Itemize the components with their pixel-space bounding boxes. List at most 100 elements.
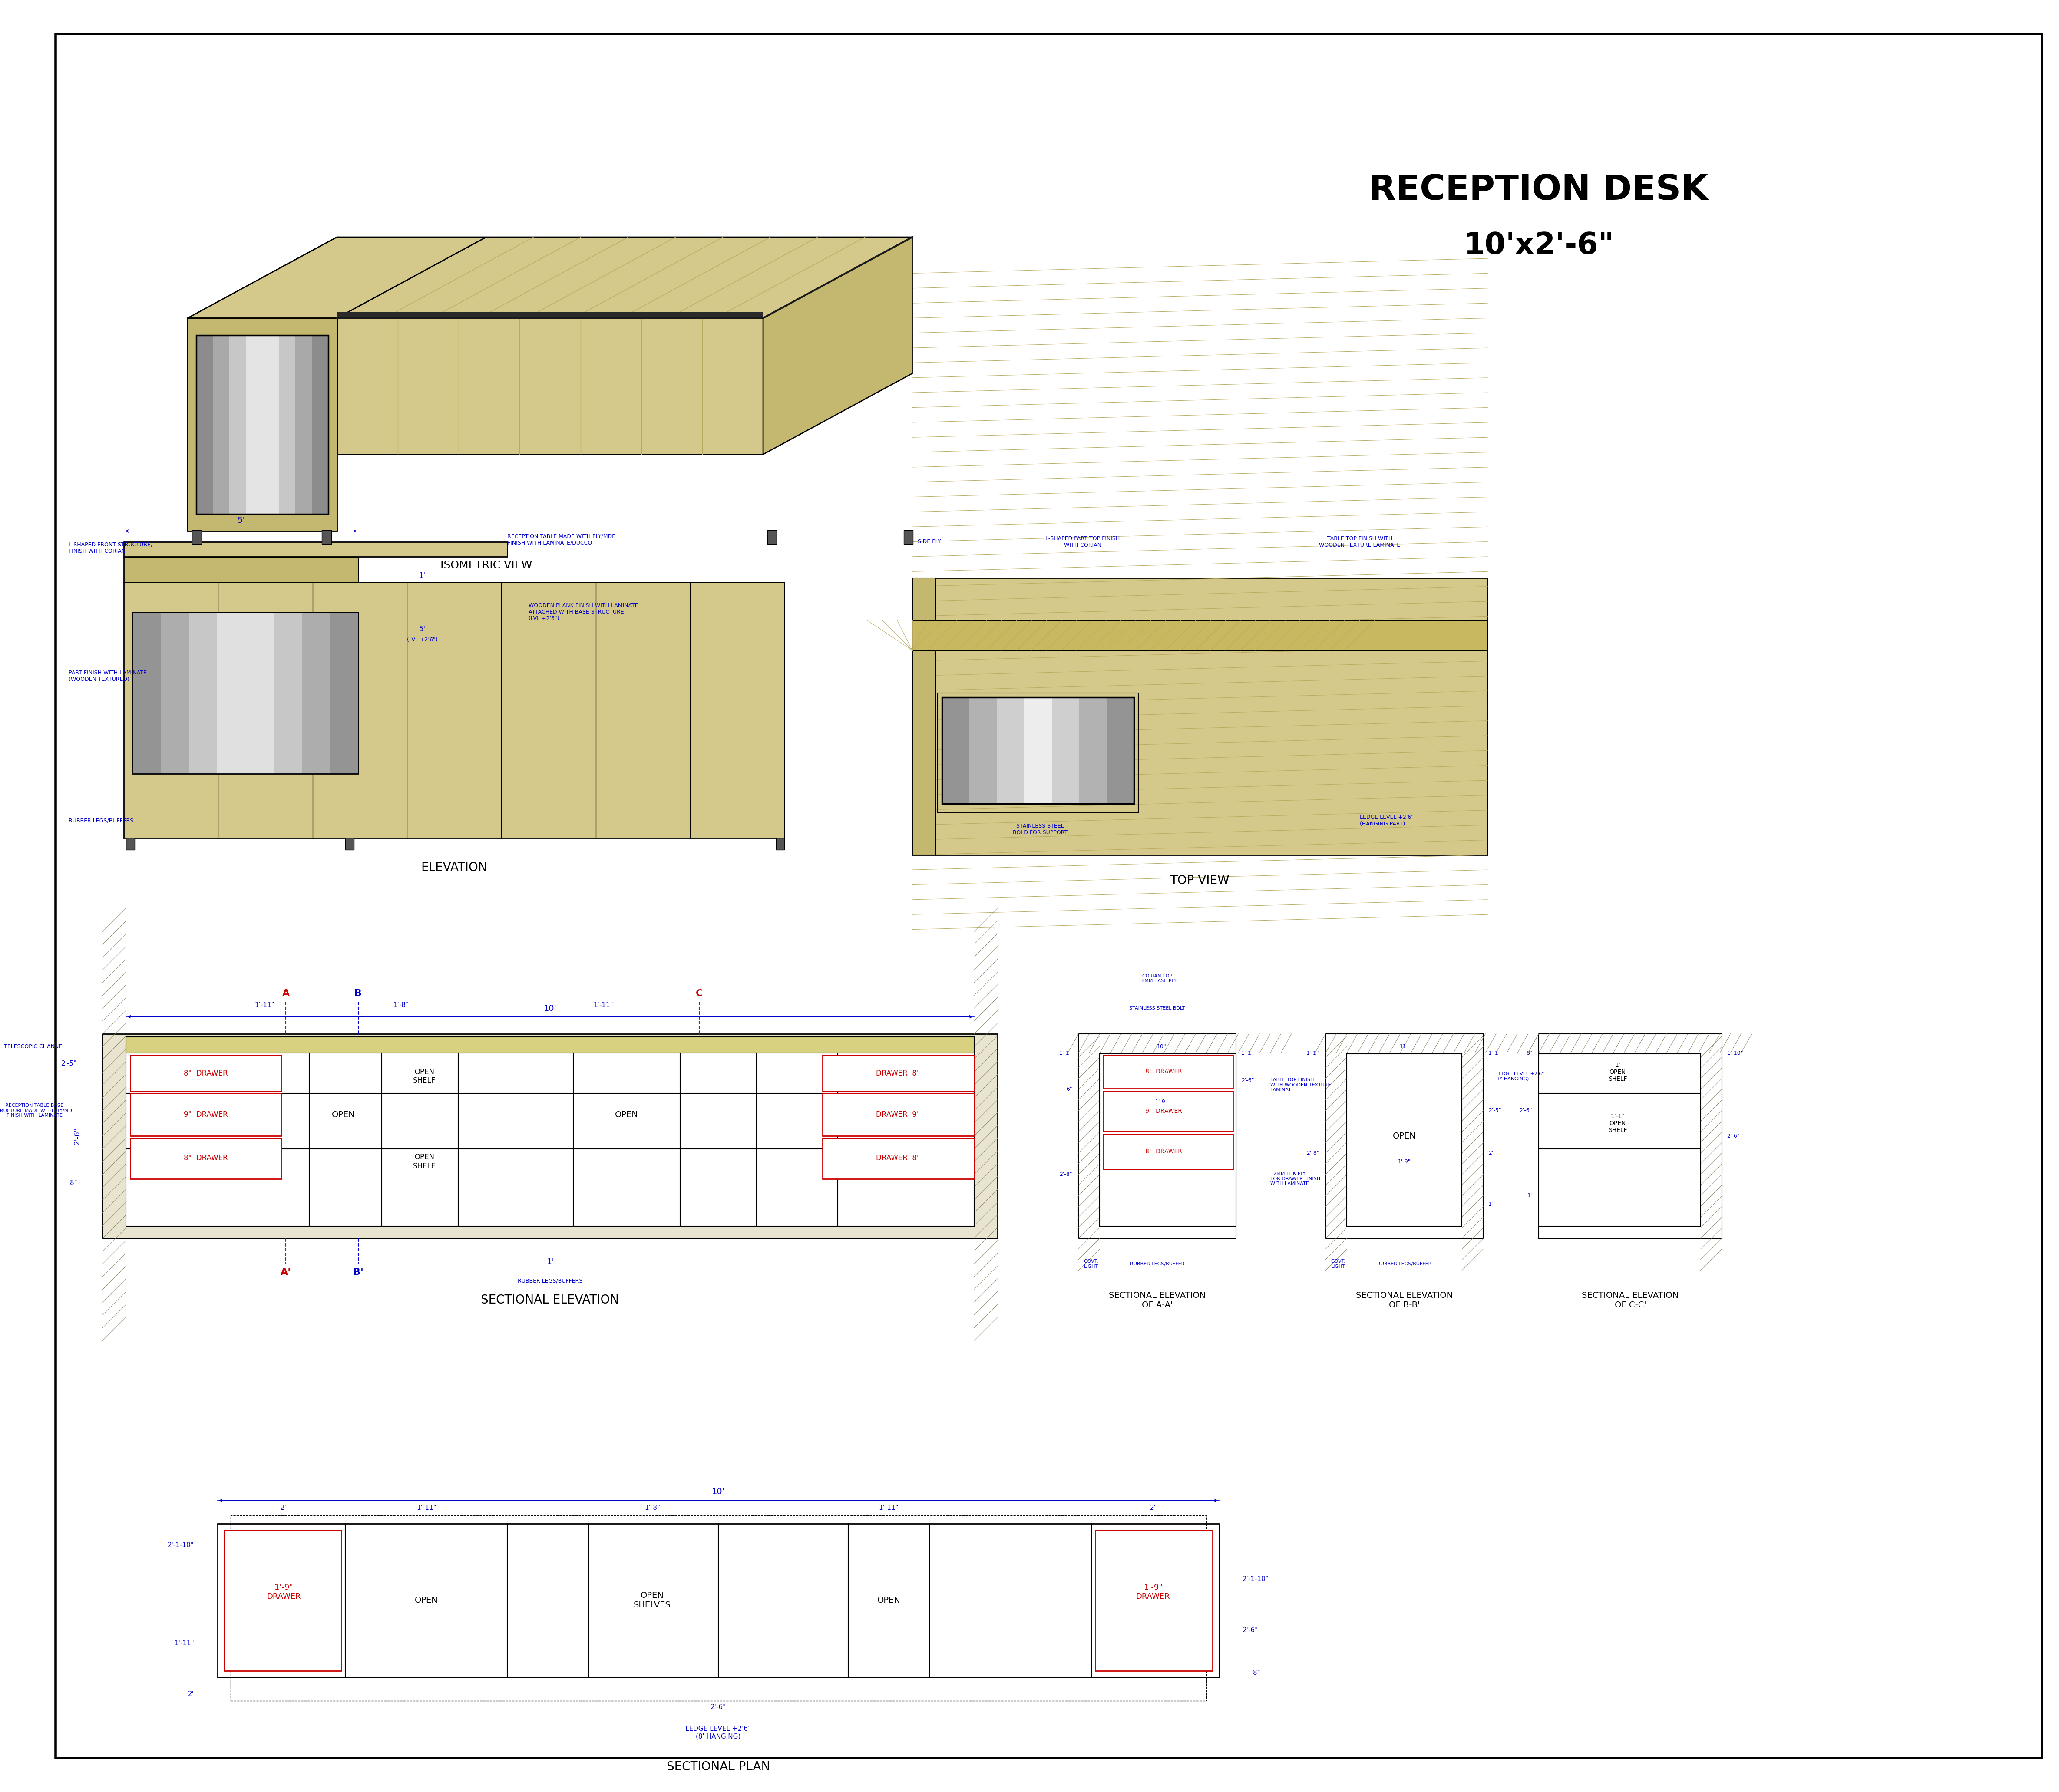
Text: 1'-1"
OPEN
SHELF: 1'-1" OPEN SHELF xyxy=(1608,1113,1627,1133)
Text: 1'
OPEN
SHELF: 1' OPEN SHELF xyxy=(1608,1063,1627,1082)
Bar xyxy=(132,613,161,774)
Text: 2'-6": 2'-6" xyxy=(72,1127,80,1145)
Bar xyxy=(191,530,202,543)
Text: ISOMETRIC VIEW: ISOMETRIC VIEW xyxy=(441,559,531,570)
Bar xyxy=(997,697,1023,805)
Polygon shape xyxy=(338,237,912,317)
Text: 10': 10' xyxy=(544,1004,556,1012)
Bar xyxy=(1079,697,1106,805)
Text: L-SHAPED FRONT STRUCTURE,
FINISH WITH CORIAN: L-SHAPED FRONT STRUCTURE, FINISH WITH CO… xyxy=(68,541,152,554)
Text: 8": 8" xyxy=(70,1179,76,1186)
Bar xyxy=(1538,1034,1721,1238)
Bar xyxy=(1347,1054,1462,1226)
Text: 1'-1": 1'-1" xyxy=(1242,1050,1254,1055)
Bar xyxy=(196,335,329,514)
Text: 2': 2' xyxy=(187,1692,194,1697)
Text: 2'-6": 2'-6" xyxy=(1242,1627,1258,1634)
Text: OPEN: OPEN xyxy=(877,1597,900,1604)
Text: 2': 2' xyxy=(280,1503,286,1511)
Bar xyxy=(1100,1054,1235,1226)
Bar xyxy=(824,1055,974,1091)
Text: 1'-1": 1'-1" xyxy=(1305,1050,1320,1055)
Text: SECTIONAL ELEVATION: SECTIONAL ELEVATION xyxy=(482,1294,620,1306)
Bar xyxy=(1023,697,1052,805)
Bar xyxy=(1079,1034,1235,1238)
Text: A: A xyxy=(282,989,290,998)
Text: TABLE TOP FINISH
WITH WOODEN TEXTURE
LAMINATE: TABLE TOP FINISH WITH WOODEN TEXTURE LAM… xyxy=(1270,1077,1330,1091)
Polygon shape xyxy=(338,312,764,317)
Bar xyxy=(126,1038,974,1054)
Text: 1'-9": 1'-9" xyxy=(1155,1098,1167,1106)
Text: 1': 1' xyxy=(548,1258,554,1265)
Text: SIDE PLY: SIDE PLY xyxy=(918,539,941,545)
Text: OPEN
SHELF: OPEN SHELF xyxy=(414,1154,437,1170)
Bar xyxy=(216,613,245,774)
Bar xyxy=(1104,1091,1233,1131)
Bar xyxy=(189,613,216,774)
Bar xyxy=(321,530,331,543)
Text: 2'-8": 2'-8" xyxy=(1305,1150,1320,1156)
Text: LEDGE LEVEL +2'6"
(P' HANGING): LEDGE LEVEL +2'6" (P' HANGING) xyxy=(1497,1072,1544,1081)
Text: 2'-6": 2'-6" xyxy=(1242,1077,1254,1084)
Bar xyxy=(329,613,358,774)
Text: RUBBER LEGS/BUFFER: RUBBER LEGS/BUFFER xyxy=(1130,1262,1184,1267)
Text: OPEN: OPEN xyxy=(414,1597,439,1604)
Text: LEDGE LEVEL +2'6"
(HANGING PART): LEDGE LEVEL +2'6" (HANGING PART) xyxy=(1359,815,1415,826)
Text: 2'-8": 2'-8" xyxy=(1058,1172,1073,1177)
Text: RUBBER LEGS/BUFFERS: RUBBER LEGS/BUFFERS xyxy=(68,817,134,824)
Text: RUBBER LEGS/BUFFERS: RUBBER LEGS/BUFFERS xyxy=(517,1278,583,1283)
Text: 1': 1' xyxy=(418,572,426,581)
Text: GOVT.
LIGHT: GOVT. LIGHT xyxy=(1083,1260,1100,1269)
Bar xyxy=(130,1055,282,1091)
Text: 6": 6" xyxy=(1067,1086,1073,1091)
Bar xyxy=(303,613,329,774)
Bar xyxy=(346,839,354,849)
Bar xyxy=(132,613,358,774)
Bar xyxy=(776,839,784,849)
Polygon shape xyxy=(187,317,338,530)
Polygon shape xyxy=(278,335,294,514)
Text: L-SHAPED PART TOP FINISH
WITH CORIAN: L-SHAPED PART TOP FINISH WITH CORIAN xyxy=(1046,536,1120,548)
Text: STAINLESS STEEL
BOLD FOR SUPPORT: STAINLESS STEEL BOLD FOR SUPPORT xyxy=(1013,823,1067,835)
Text: 5': 5' xyxy=(418,625,426,633)
Text: 2'-1-10": 2'-1-10" xyxy=(1242,1575,1268,1582)
Polygon shape xyxy=(245,335,261,514)
Text: SECTIONAL ELEVATION
OF A-A': SECTIONAL ELEVATION OF A-A' xyxy=(1110,1292,1207,1308)
Text: OPEN
SHELF: OPEN SHELF xyxy=(414,1068,437,1084)
Bar xyxy=(218,1523,1219,1677)
Text: 5': 5' xyxy=(237,516,245,525)
Text: RUBBER LEGS/BUFFER: RUBBER LEGS/BUFFER xyxy=(1377,1262,1431,1267)
Text: 2'-5": 2'-5" xyxy=(62,1061,76,1066)
Text: ELEVATION: ELEVATION xyxy=(420,862,488,874)
Text: 1'-11": 1'-11" xyxy=(593,1002,614,1009)
Bar xyxy=(824,1138,974,1179)
Text: 1': 1' xyxy=(1489,1201,1493,1208)
Text: 8": 8" xyxy=(1254,1670,1260,1676)
Text: 1'-10": 1'-10" xyxy=(1728,1050,1744,1055)
Text: TOP VIEW: TOP VIEW xyxy=(1170,874,1229,887)
Bar xyxy=(912,579,935,855)
Text: 8"  DRAWER: 8" DRAWER xyxy=(183,1154,229,1163)
Bar xyxy=(124,582,784,839)
Text: 2': 2' xyxy=(1151,1503,1155,1511)
Bar xyxy=(161,613,189,774)
Text: 2'-6": 2'-6" xyxy=(1728,1133,1740,1140)
Text: 1'-11": 1'-11" xyxy=(416,1503,437,1511)
Bar xyxy=(224,1530,342,1670)
Polygon shape xyxy=(187,237,338,530)
Text: SECTIONAL ELEVATION
OF C-C': SECTIONAL ELEVATION OF C-C' xyxy=(1581,1292,1678,1308)
Text: RECEPTION TABLE MADE WITH PLY/MDF
FINISH WITH LAMINATE/DUCCO: RECEPTION TABLE MADE WITH PLY/MDF FINISH… xyxy=(507,534,616,547)
Polygon shape xyxy=(212,335,229,514)
Bar xyxy=(126,839,134,849)
Text: 1'-9"
DRAWER: 1'-9" DRAWER xyxy=(1137,1584,1170,1600)
Text: B: B xyxy=(354,989,362,998)
Polygon shape xyxy=(196,335,329,514)
Bar xyxy=(970,697,997,805)
Bar xyxy=(130,1138,282,1179)
Text: OPEN: OPEN xyxy=(331,1111,354,1118)
Text: 8"  DRAWER: 8" DRAWER xyxy=(1145,1068,1182,1075)
Polygon shape xyxy=(229,335,245,514)
Text: DRAWER  9": DRAWER 9" xyxy=(877,1111,920,1118)
Text: (LVL +2'6"): (LVL +2'6") xyxy=(408,636,437,643)
Bar xyxy=(768,530,776,543)
